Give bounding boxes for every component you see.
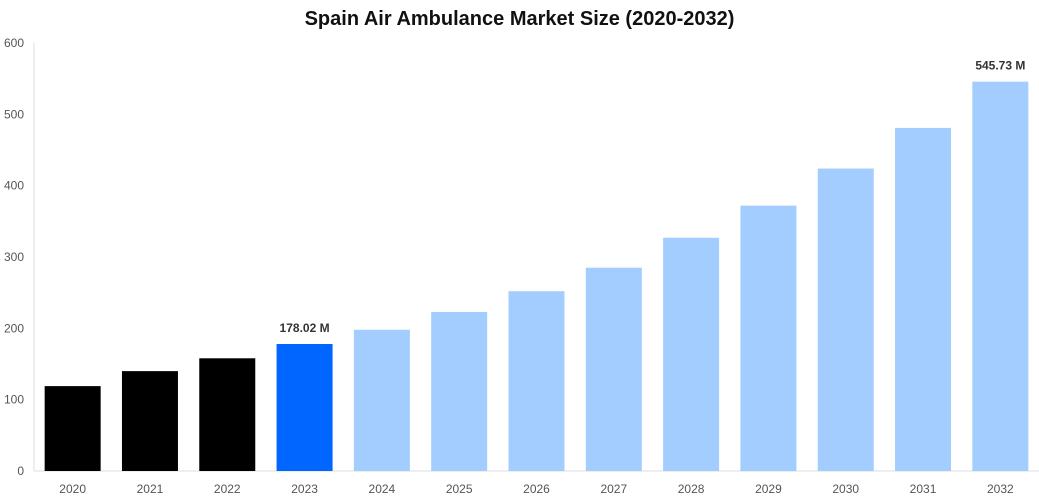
x-tick-label: 2026 [523,482,550,496]
x-tick-label: 2021 [137,482,164,496]
x-tick-label: 2023 [291,482,318,496]
x-tick-label: 2025 [446,482,473,496]
bar-2022 [199,358,256,471]
bar-2027 [585,267,642,471]
y-tick-label: 600 [4,36,24,50]
bar-2028 [663,237,720,471]
bar-2023 [276,344,333,471]
bar-2029 [740,205,797,471]
data-label: 178.02 M [280,321,330,335]
x-tick-label: 2030 [832,482,859,496]
bar-2025 [431,311,488,471]
data-label: 545.73 M [975,59,1025,73]
x-tick-label: 2022 [214,482,241,496]
bar-2031 [895,127,952,472]
bar-2021 [121,371,178,471]
bar-2030 [817,168,874,471]
x-tick-label: 2029 [755,482,782,496]
x-tick-label: 2028 [678,482,705,496]
x-tick-label: 2032 [987,482,1014,496]
y-tick-label: 400 [4,179,24,193]
y-tick-label: 300 [4,250,24,264]
bar-2032 [972,81,1029,472]
y-tick-label: 0 [17,464,24,478]
x-tick-label: 2031 [910,482,937,496]
x-tick-label: 2020 [59,482,86,496]
chart-title: Spain Air Ambulance Market Size (2020-20… [304,8,735,30]
y-tick-label: 500 [4,107,24,121]
y-tick-label: 200 [4,321,24,335]
bar-2024 [353,329,410,471]
x-tick-label: 2027 [600,482,627,496]
bar-2026 [508,291,565,471]
y-tick-label: 100 [4,393,24,407]
bar-2020 [44,386,101,471]
x-tick-label: 2024 [369,482,396,496]
